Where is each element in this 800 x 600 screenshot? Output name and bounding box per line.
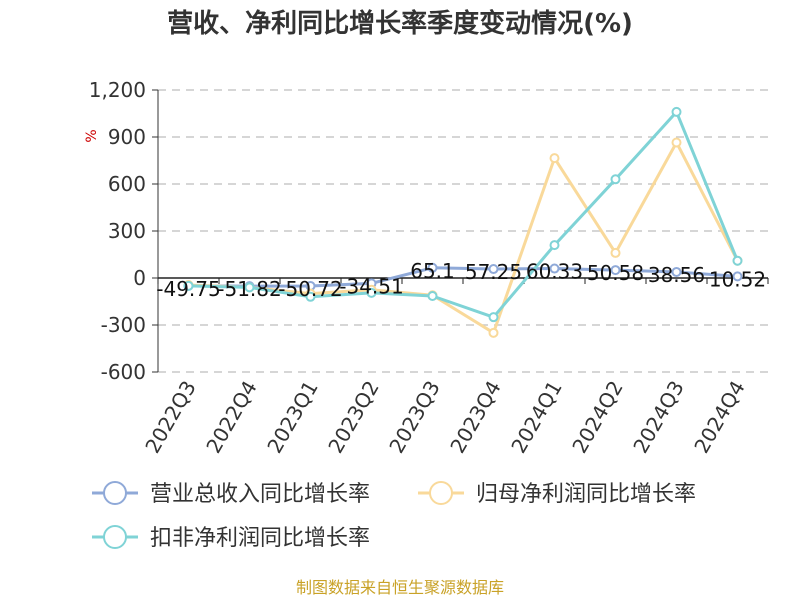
- x-tick-label: 2022Q4: [201, 377, 261, 458]
- series-point-2: [427, 291, 438, 302]
- x-tick-label: 2023Q1: [262, 377, 322, 458]
- y-tick-label: 900: [108, 125, 146, 149]
- legend-item[interactable]: 营业总收入同比增长率: [92, 481, 370, 507]
- series-point-0: [427, 262, 438, 273]
- series-point-1: [488, 327, 499, 338]
- series-point-2: [610, 174, 621, 185]
- y-tick-label: -600: [101, 360, 146, 384]
- y-unit-label: %: [84, 129, 100, 142]
- source-note: 制图数据来自恒生聚源数据库: [296, 578, 504, 597]
- x-tick-label: 2024Q4: [689, 377, 749, 458]
- chart-title: 营收、净利同比增长率季度变动情况(%): [167, 8, 633, 39]
- series-point-2: [366, 287, 377, 298]
- x-tick-label: 2023Q2: [323, 377, 383, 458]
- series-point-1: [549, 153, 560, 164]
- series-point-1: [671, 137, 682, 148]
- legend-item[interactable]: 扣非净利润同比增长率: [92, 525, 370, 551]
- series-point-2: [244, 282, 255, 293]
- legend-marker: [429, 481, 453, 505]
- legend-label: 扣非净利润同比增长率: [150, 526, 370, 551]
- series-point-2: [549, 240, 560, 251]
- series-point-1: [610, 247, 621, 258]
- series-point-2: [305, 291, 316, 302]
- data-label: 65.1: [410, 259, 455, 283]
- series-line-0: [188, 266, 738, 288]
- series-point-0: [671, 266, 682, 277]
- y-tick-label: -300: [101, 313, 146, 337]
- series-line-1: [188, 140, 739, 335]
- series-point-0: [610, 265, 621, 276]
- series-point-0: [732, 271, 743, 282]
- data-label: 57.25: [465, 260, 522, 284]
- data-label-layer: -49.75-51.82-50.72-34.51 65.1 57.25 60.33 50…: [156, 259, 766, 301]
- series-point-0: [488, 264, 499, 275]
- legend-label: 归母净利润同比增长率: [476, 482, 696, 507]
- data-label: -49.75: [156, 277, 220, 301]
- y-tick-label: 1,200: [89, 78, 146, 102]
- data-label: 60.33: [526, 260, 583, 284]
- grid-layer: [158, 89, 768, 373]
- data-label: 50.58: [587, 261, 644, 285]
- legend-label: 营业总收入同比增长率: [150, 482, 370, 507]
- series-point-2: [183, 280, 194, 291]
- x-tick-label: 2022Q3: [140, 377, 200, 458]
- series-point-2: [671, 106, 682, 117]
- series-point-2: [732, 255, 743, 266]
- data-label: -50.72: [278, 277, 342, 301]
- legend-item[interactable]: 归母净利润同比增长率: [418, 481, 696, 507]
- y-tick-label: 300: [108, 219, 146, 243]
- series-point-0: [549, 263, 560, 274]
- y-tick-label: 600: [108, 172, 146, 196]
- legend-marker: [103, 525, 127, 549]
- data-label: 38.56: [648, 263, 705, 287]
- x-tick-label: 2024Q2: [567, 377, 627, 458]
- series-layer: [183, 106, 743, 338]
- x-tick-label: 2023Q4: [445, 377, 505, 458]
- series-line-2: [188, 110, 739, 319]
- x-tick-label: 2024Q3: [628, 377, 688, 458]
- x-tick-label: 2023Q3: [384, 377, 444, 458]
- series-point-2: [488, 312, 499, 323]
- y-tick-label: 0: [133, 266, 146, 290]
- data-label: -34.51: [339, 274, 403, 298]
- legend-marker: [103, 481, 127, 505]
- data-label: 10.52: [709, 267, 766, 291]
- x-tick-label: 2024Q1: [506, 377, 566, 458]
- data-label: -51.82: [217, 277, 281, 301]
